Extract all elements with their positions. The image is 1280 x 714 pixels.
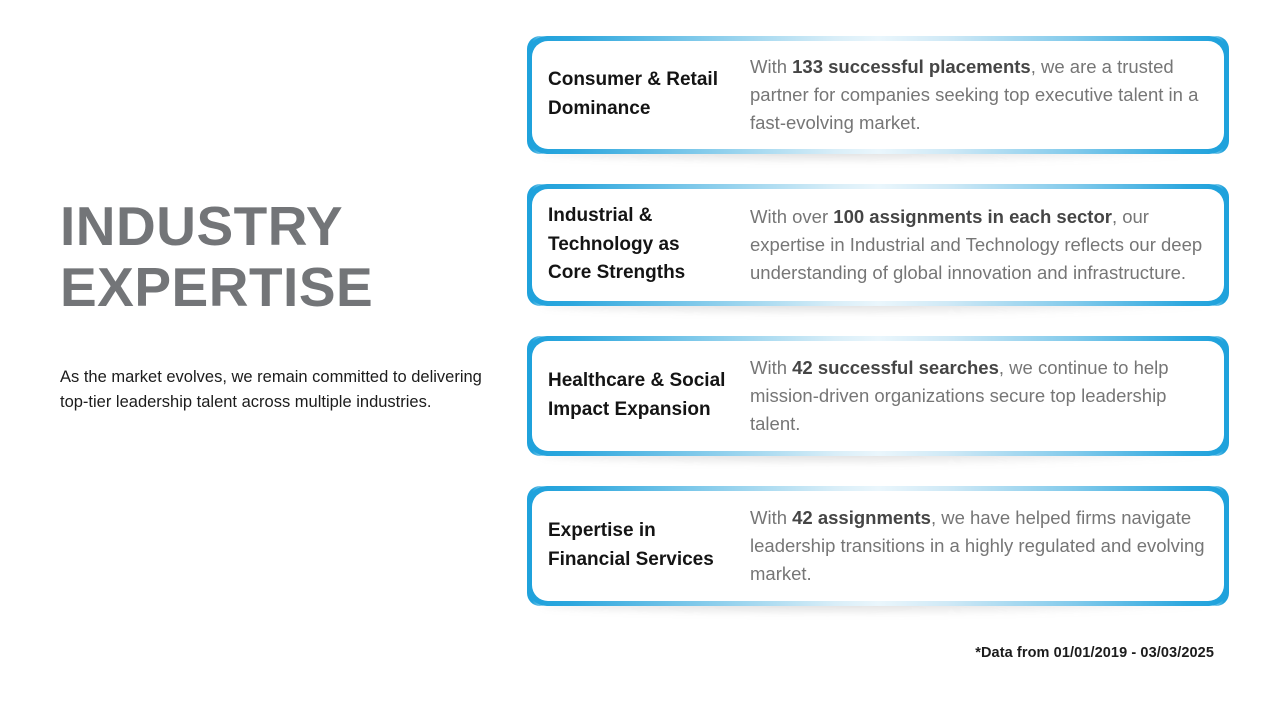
industry-card[interactable]: Expertise in Financial Services With 42 … [527,486,1229,615]
industry-card[interactable]: Healthcare & Social Impact Expansion Wit… [527,336,1229,465]
industry-card-stack: Consumer & Retail Dominance With 133 suc… [527,36,1229,615]
card-border-frame: Industrial & Technology as Core Strength… [527,184,1229,306]
left-column: INDUSTRY EXPERTISE As the market evolves… [60,196,512,415]
page-title: INDUSTRY EXPERTISE [60,195,374,318]
industry-card[interactable]: Consumer & Retail Dominance With 133 suc… [527,36,1229,163]
card-title: Industrial & Technology as Core Strength… [548,204,686,284]
card-description: With 42 assignments, we have helped firm… [750,507,1205,584]
card-description: With 42 successful searches, we continue… [750,357,1169,434]
card-description: With over 100 assignments in each sector… [750,206,1203,283]
card-border-frame: Healthcare & Social Impact Expansion Wit… [527,336,1229,456]
intro-paragraph: As the market evolves, we remain committ… [60,368,482,412]
card-title: Consumer & Retail Dominance [548,69,718,119]
card-description: With 133 successful placements, we are a… [750,56,1199,133]
card-body: Expertise in Financial Services With 42 … [532,491,1224,601]
industry-card[interactable]: Industrial & Technology as Core Strength… [527,184,1229,315]
card-title: Expertise in Financial Services [548,520,714,570]
card-body: Healthcare & Social Impact Expansion Wit… [532,341,1224,451]
card-body: Consumer & Retail Dominance With 133 suc… [532,41,1224,149]
card-body: Industrial & Technology as Core Strength… [532,189,1224,301]
data-range-footnote: *Data from 01/01/2019 - 03/03/2025 [975,645,1214,661]
card-border-frame: Consumer & Retail Dominance With 133 suc… [527,36,1229,154]
card-border-frame: Expertise in Financial Services With 42 … [527,486,1229,606]
card-title: Healthcare & Social Impact Expansion [548,370,726,420]
